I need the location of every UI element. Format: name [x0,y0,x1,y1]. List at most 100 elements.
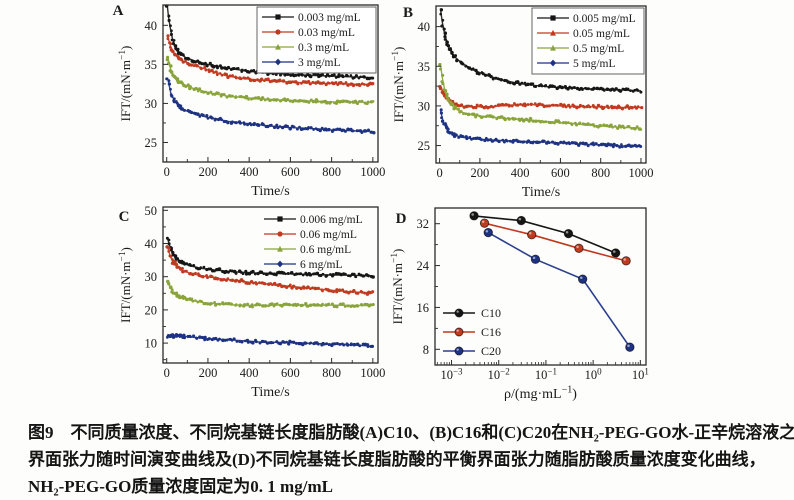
svg-text:8: 8 [423,343,429,357]
svg-text:0.006 mg/mL: 0.006 mg/mL [300,214,363,226]
svg-text:1000: 1000 [360,366,385,380]
svg-text:40: 40 [145,237,158,251]
svg-text:800: 800 [322,366,341,380]
svg-text:Time/s: Time/s [251,184,289,199]
axis-frame [434,207,647,366]
svg-text:20: 20 [145,303,158,317]
svg-text:400: 400 [240,366,259,380]
legend: 0.003 mg/mL 0.03 mg/mL 0.3 mg/mL 3 mg/mL [256,6,377,74]
legend: C10 C16 C20 [443,306,501,358]
chart-panel-a: 0 200 400 600 800 1000 25 30 35 40 Time/s IFT/(mN·m… [85,0,395,205]
svg-text:1000: 1000 [628,166,653,180]
series-line [166,246,373,294]
svg-text:IFT/(mN·m−1​): IFT/(mN·m−1​) [118,46,133,122]
caption-line-1: 图9 不同质量浓度、不同烷基链长度脂肪酸(A)C10、(B)C16和(C)C20… [28,423,794,442]
svg-text:A: A [113,3,124,19]
chart-panel-c: 0 200 400 600 800 1000 10 20 30 40 50 Time/s IFT/(mN… [85,200,395,405]
svg-text:0.6 mg/mL: 0.6 mg/mL [300,244,351,256]
series-line [439,85,641,109]
series-line [166,35,373,86]
svg-text:0: 0 [164,366,170,380]
svg-text:C20: C20 [481,344,501,358]
series-line [166,280,373,307]
svg-text:24: 24 [417,259,430,273]
svg-text:600: 600 [281,366,300,380]
svg-text:0.003 mg/mL: 0.003 mg/mL [298,12,361,24]
svg-text:30: 30 [145,97,158,111]
svg-text:10−3​: 10−3​ [440,366,463,382]
series-line [484,222,627,262]
series-line [473,215,617,254]
svg-text:0: 0 [436,166,442,180]
svg-text:50: 50 [145,204,158,218]
svg-text:40: 40 [418,20,431,34]
svg-text:35: 35 [418,60,431,74]
svg-text:0.005 mg/mL: 0.005 mg/mL [573,13,636,25]
legend: 0.005 mg/mL 0.05 mg/mL 0.5 mg/mL 5 mg/mL [531,7,645,75]
svg-text:100​: 100​ [585,366,603,382]
svg-text:30: 30 [418,99,431,113]
svg-text:200: 200 [199,366,218,380]
svg-text:0.06 mg/mL: 0.06 mg/mL [300,229,357,241]
svg-text:35: 35 [145,58,158,72]
svg-text:1000: 1000 [360,165,385,179]
svg-text:0.05 mg/mL: 0.05 mg/mL [573,28,630,40]
svg-text:101​: 101​ [632,366,649,382]
svg-text:D: D [396,211,407,227]
svg-text:0.3 mg/mL: 0.3 mg/mL [298,42,349,54]
caption-line-2: 界面张力随时间演变曲线及(D)不同烷基链长度脂肪酸的平衡界面张力随脂肪酸质量浓度… [28,450,766,469]
svg-text:600: 600 [551,166,570,180]
svg-text:40: 40 [145,19,158,33]
svg-text:10−2​: 10−2​ [488,366,510,382]
plot-series [438,8,644,149]
figure-caption: 图9 不同质量浓度、不同烷基链长度脂肪酸(A)C10、(B)C16和(C)C20… [28,419,794,500]
axis-frame [435,5,647,164]
series-line [166,77,373,133]
svg-text:6 mg/mL: 6 mg/mL [300,259,343,271]
plot-series [165,236,375,349]
series-line [439,63,642,129]
svg-text:IFT/(mN·m−1​): IFT/(mN·m−1​) [118,247,133,323]
chart-a-ift-vs-time: 0 200 400 600 800 1000 25 30 35 40 Time/s IFT/(mN·m… [113,3,386,199]
svg-text:200: 200 [199,165,218,179]
svg-text:IFT/(mN·m−1​): IFT/(mN·m−1​) [390,249,405,325]
svg-text:600: 600 [281,165,300,179]
plot-series [469,211,635,352]
axis-frame [162,206,379,364]
svg-text:Time/s: Time/s [251,385,289,400]
chart-d-ift-vs-concentration: 10−3​ 10−2​ 10−1​ 100​ 101​ 8 16 24 32 ρ/(mg·mL−1… [390,207,649,402]
series-line [167,335,373,348]
svg-text:10−1​: 10−1​ [535,366,557,382]
svg-text:Time/s: Time/s [522,185,560,200]
series-line [487,231,631,348]
svg-text:3 mg/mL: 3 mg/mL [298,57,341,69]
series-line [166,56,373,104]
svg-text:C10: C10 [481,306,501,320]
svg-text:800: 800 [591,166,610,180]
legend: 0.006 mg/mL 0.06 mg/mL 0.6 mg/mL 6 mg/mL [264,214,363,271]
svg-text:400: 400 [240,165,259,179]
series-line [166,238,373,277]
caption-line-3: NH₂-PEG-GO质量浓度固定为0. 1 mg/mL [28,477,333,496]
svg-text:200: 200 [471,166,490,180]
svg-text:25: 25 [145,136,158,150]
svg-text:0.03 mg/mL: 0.03 mg/mL [298,27,355,39]
chart-panel-b: 0 200 400 600 800 1000 25 30 35 40 Time/s IFT/(mN·m… [385,0,690,205]
svg-text:ρ/(mg·mL−1​): ρ/(mg·mL−1​) [504,385,577,402]
svg-text:C: C [119,209,130,225]
chart-panel-d: 10−3​ 10−2​ 10−1​ 100​ 101​ 8 16 24 32 ρ/(mg·mL−1… [385,200,690,410]
svg-text:32: 32 [417,217,430,231]
chart-b-ift-vs-time: 0 200 400 600 800 1000 25 30 35 40 Time/s IFT/(mN·m… [391,5,653,200]
svg-text:B: B [403,5,413,21]
chart-c-ift-vs-time: 0 200 400 600 800 1000 10 20 30 40 50 Time/s IFT/(mN… [118,204,385,400]
svg-text:30: 30 [145,270,158,284]
svg-text:0.5 mg/mL: 0.5 mg/mL [573,43,624,55]
series-line [439,8,641,92]
plot-series [164,5,376,135]
svg-text:C16: C16 [481,325,501,339]
series-line [439,109,641,147]
svg-text:IFT/(mN·m−1​): IFT/(mN·m−1​) [391,47,406,123]
svg-text:0: 0 [164,165,170,179]
svg-text:10: 10 [145,337,158,351]
